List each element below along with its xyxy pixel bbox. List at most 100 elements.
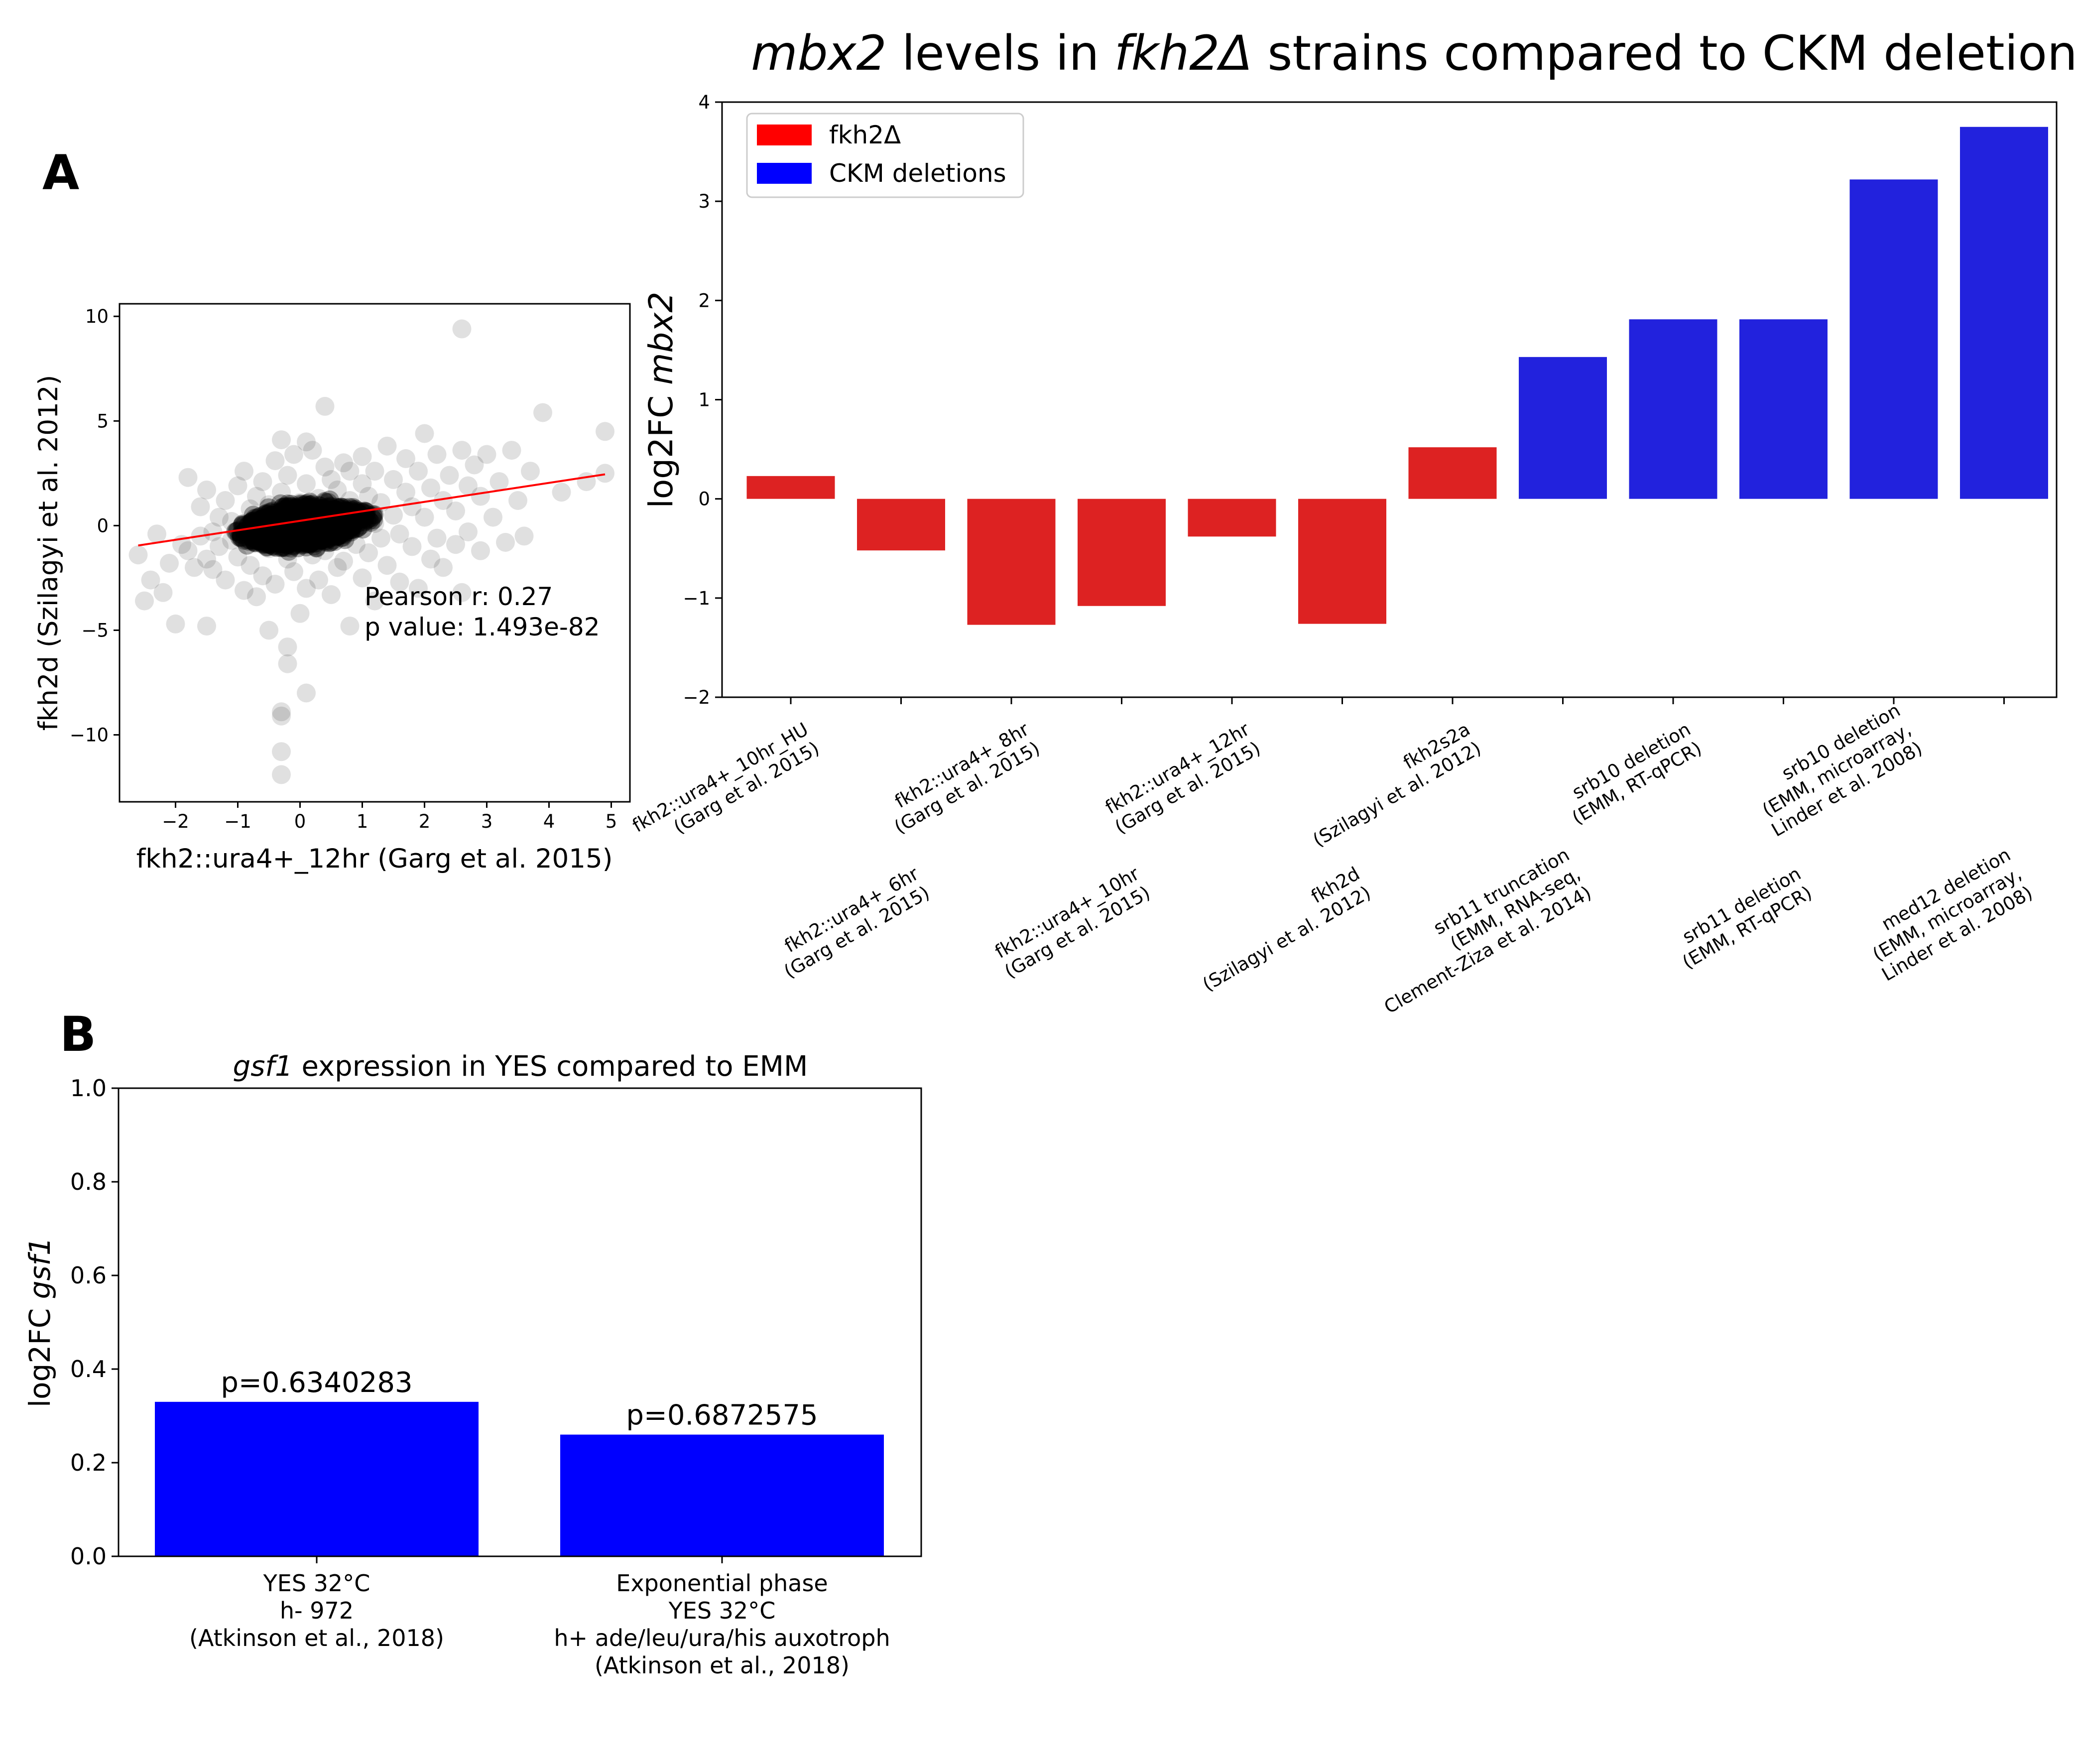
scatter-point	[365, 591, 384, 611]
scatter-point	[303, 545, 322, 565]
scatter-point	[459, 476, 478, 496]
scatter-point	[596, 422, 614, 441]
scatter-point	[228, 476, 247, 496]
scatter-point	[303, 441, 322, 460]
mbx2-y-tick-label: 2	[698, 290, 710, 311]
scatter-point	[290, 604, 310, 623]
scatter-point	[502, 441, 521, 460]
scatter-point	[354, 503, 373, 522]
scatter-point	[377, 556, 397, 575]
scatter-point	[390, 572, 409, 592]
scatter-x-tick-label: 0	[294, 811, 306, 832]
scatter-point	[272, 706, 291, 726]
scatter-point	[272, 765, 291, 784]
scatter-point	[471, 541, 490, 560]
scatter-annotation-pearson: Pearson r: 0.27	[365, 582, 553, 611]
scatter-point	[409, 462, 428, 481]
scatter-point	[332, 528, 351, 547]
scatter-point	[315, 396, 335, 416]
scatter-point	[185, 558, 204, 577]
gsf1-y-tick-label: 0.6	[70, 1262, 107, 1289]
scatter-point	[166, 614, 185, 633]
gsf1-y-tick-label: 0.8	[70, 1168, 107, 1195]
mbx2-y-ticks: −2 −1 0 1 2 3 4	[683, 92, 722, 708]
scatter-point	[596, 464, 614, 483]
gsf1-category-label-line: h+ ade/leu/ura/his auxotroph	[554, 1625, 890, 1651]
scatter-point	[288, 538, 308, 557]
mbx2-legend: fkh2Δ CKM deletions	[746, 113, 1024, 198]
scatter-point	[297, 432, 316, 452]
gsf1-y-tick-label: 0.0	[70, 1543, 107, 1570]
scatter-y-tick-label: 5	[97, 410, 109, 432]
scatter-point	[355, 509, 374, 528]
legend-swatch-ckm	[757, 163, 812, 184]
scatter-point	[241, 556, 260, 575]
scatter-point	[297, 474, 316, 494]
scatter-point	[309, 489, 328, 508]
scatter-point	[440, 466, 459, 485]
scatter-point	[359, 487, 378, 506]
scatter-point	[384, 470, 403, 489]
scatter-point	[153, 583, 173, 602]
scatter-point	[235, 462, 253, 481]
scatter-point	[203, 560, 223, 579]
scatter-point	[253, 566, 272, 586]
mbx2-y-axis-label: log2FC mbx2	[642, 292, 680, 508]
scatter-point	[396, 483, 415, 502]
gsf1-category-label-line: YES 32°C	[668, 1597, 776, 1624]
scatter-x-tick-label: 2	[419, 811, 431, 832]
scatter-point	[471, 487, 490, 506]
scatter-point	[316, 533, 336, 552]
mbx2-y-tick-label: 0	[698, 489, 710, 510]
scatter-point	[355, 512, 374, 531]
scatter-point	[364, 510, 383, 529]
scatter-point	[230, 527, 249, 547]
scatter-point	[361, 512, 380, 532]
scatter-point	[333, 528, 353, 547]
scatter-point	[357, 502, 376, 521]
scatter-point	[135, 591, 154, 611]
scatter-point	[160, 554, 179, 573]
scatter-point	[459, 522, 478, 541]
scatter-point	[552, 483, 571, 502]
mbx2-bar	[857, 499, 945, 551]
scatter-point	[353, 568, 372, 588]
text-part: fkh2Δ	[1114, 25, 1252, 81]
scatter-point	[297, 579, 316, 598]
scatter-point	[377, 436, 397, 456]
gsf1-y-ticks: 0.0 0.2 0.4 0.6 0.8 1.0	[70, 1075, 119, 1570]
scatter-point	[353, 447, 372, 466]
gsf1-bar-pvalue-label: p=0.6872575	[626, 1399, 818, 1432]
scatter-x-tick-label: 1	[357, 811, 368, 832]
scatter-point	[265, 575, 285, 594]
scatter-point	[272, 537, 292, 557]
scatter-x-tick-label: 4	[543, 811, 555, 832]
scatter-point	[309, 570, 328, 590]
scatter-point	[315, 541, 335, 560]
scatter-fit-line	[138, 473, 606, 547]
scatter-plot-frame	[119, 303, 631, 803]
scatter-x-tick-label: 3	[481, 811, 493, 832]
scatter-point	[353, 519, 372, 539]
scatter-point	[276, 538, 295, 557]
scatter-point	[297, 537, 316, 557]
scatter-point	[271, 494, 290, 513]
scatter-point	[320, 490, 339, 509]
gsf1-y-axis-label: log2FC gsf1	[23, 1237, 57, 1407]
scatter-point	[300, 493, 320, 512]
scatter-point	[322, 585, 341, 604]
scatter-point	[238, 535, 257, 555]
gsf1-category-label-line: Exponential phase	[616, 1570, 828, 1597]
scatter-point	[477, 445, 496, 464]
mbx2-bar	[1960, 126, 2048, 499]
scatter-point	[409, 579, 428, 598]
scatter-point	[274, 538, 293, 557]
mbx2-bar	[1408, 447, 1497, 499]
scatter-point	[128, 545, 148, 565]
scatter-point	[278, 549, 297, 569]
scatter-point	[272, 538, 291, 557]
scatter-point	[297, 683, 316, 703]
scatter-point	[178, 468, 198, 487]
scatter-point	[315, 457, 335, 477]
